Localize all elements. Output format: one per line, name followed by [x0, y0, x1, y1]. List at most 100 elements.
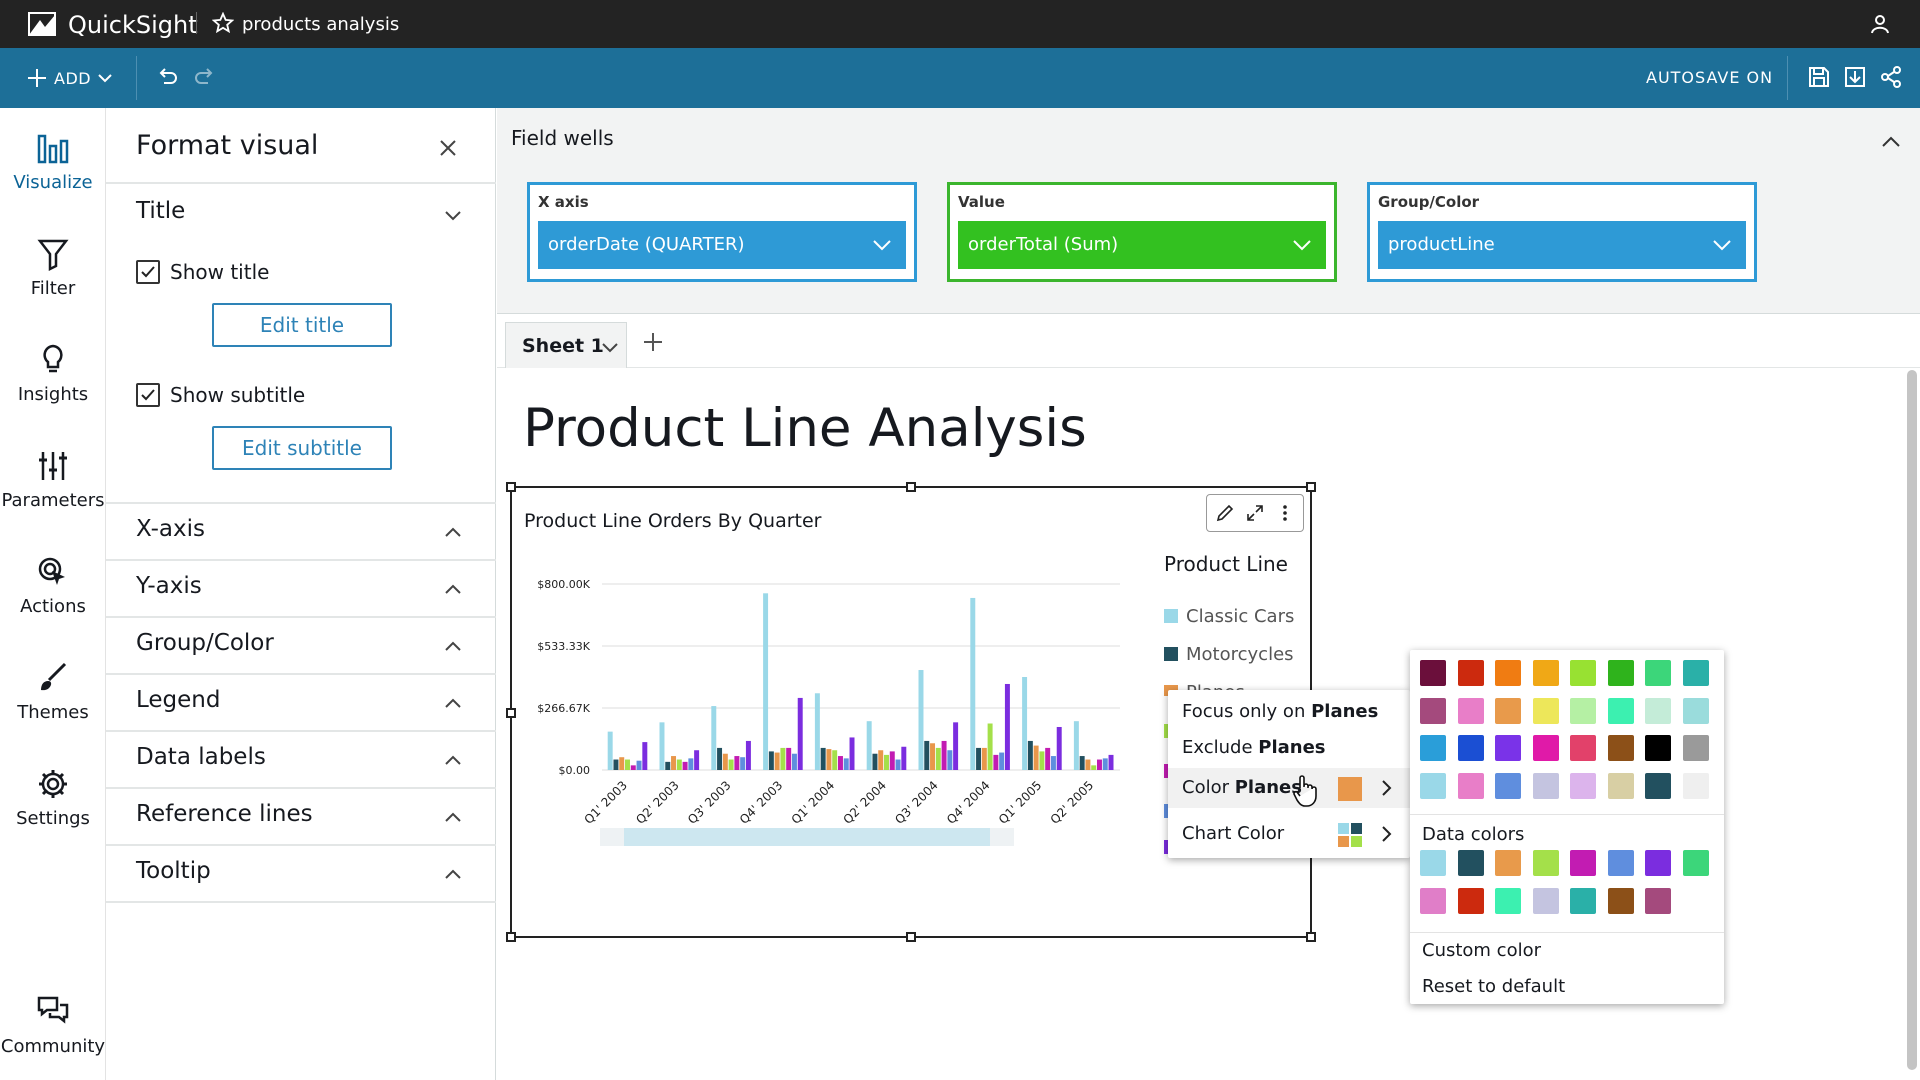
- rail-item-insights[interactable]: Insights: [0, 342, 106, 428]
- resize-handle[interactable]: [506, 482, 516, 492]
- color-swatch[interactable]: [1457, 850, 1484, 876]
- section-reference-lines-header[interactable]: Reference lines: [136, 801, 313, 827]
- chevron-up-icon[interactable]: [1879, 130, 1903, 154]
- color-swatch[interactable]: [1645, 772, 1671, 799]
- focus-only-menu-item[interactable]: Focus only on Planes: [1168, 692, 1410, 732]
- chevron-up-icon[interactable]: [442, 522, 464, 544]
- close-icon[interactable]: [436, 136, 460, 160]
- color-swatch[interactable]: [1420, 697, 1446, 724]
- color-swatch[interactable]: [1682, 697, 1709, 724]
- section-tooltip-header[interactable]: Tooltip: [136, 858, 211, 884]
- color-swatch[interactable]: [1532, 735, 1559, 761]
- more-options-icon[interactable]: [1275, 503, 1295, 523]
- color-swatch[interactable]: [1570, 697, 1596, 724]
- download-icon[interactable]: [1842, 64, 1868, 90]
- add-sheet-icon[interactable]: [641, 330, 665, 354]
- chevron-down-icon[interactable]: [600, 337, 620, 357]
- color-swatch[interactable]: [1607, 697, 1634, 724]
- reset-to-default-option[interactable]: Reset to default: [1422, 976, 1566, 997]
- chevron-up-icon[interactable]: [442, 579, 464, 601]
- rail-item-filter[interactable]: Filter: [0, 236, 106, 322]
- color-swatch[interactable]: [1495, 772, 1521, 799]
- color-swatch[interactable]: [1607, 850, 1634, 876]
- resize-handle[interactable]: [906, 482, 916, 492]
- color-swatch[interactable]: [1420, 888, 1446, 914]
- color-swatch[interactable]: [1570, 772, 1596, 799]
- edit-title-button[interactable]: Edit title: [212, 303, 392, 347]
- group-color-field-pill[interactable]: productLine: [1378, 221, 1746, 269]
- exclude-menu-item[interactable]: Exclude Planes: [1168, 728, 1410, 768]
- pencil-icon[interactable]: [1215, 503, 1235, 523]
- color-swatch[interactable]: [1495, 697, 1521, 724]
- star-icon[interactable]: [212, 12, 234, 34]
- color-swatch[interactable]: [1420, 660, 1446, 686]
- color-swatch[interactable]: [1532, 888, 1559, 914]
- rail-item-parameters[interactable]: Parameters: [0, 448, 106, 534]
- chart-color-menu-item[interactable]: Chart Color: [1168, 814, 1410, 854]
- color-swatch[interactable]: [1607, 772, 1634, 799]
- color-swatch[interactable]: [1682, 850, 1709, 876]
- rail-item-themes[interactable]: Themes: [0, 660, 106, 746]
- rail-item-settings[interactable]: Settings: [0, 766, 106, 852]
- color-swatch[interactable]: [1457, 888, 1484, 914]
- color-swatch[interactable]: [1645, 697, 1671, 724]
- color-swatch[interactable]: [1495, 660, 1521, 686]
- user-icon[interactable]: [1870, 14, 1890, 34]
- color-swatch[interactable]: [1420, 772, 1446, 799]
- color-swatch[interactable]: [1645, 888, 1671, 914]
- color-swatch[interactable]: [1495, 850, 1521, 876]
- show-subtitle-checkbox[interactable]: [136, 383, 160, 407]
- color-swatch[interactable]: [1495, 735, 1521, 761]
- undo-icon[interactable]: [154, 64, 180, 90]
- color-swatch[interactable]: [1532, 850, 1559, 876]
- rail-item-actions[interactable]: Actions: [0, 554, 106, 640]
- color-swatch[interactable]: [1682, 772, 1709, 799]
- color-swatch[interactable]: [1420, 735, 1446, 761]
- color-swatch[interactable]: [1570, 850, 1596, 876]
- rail-item-visualize[interactable]: Visualize: [0, 130, 106, 216]
- color-swatch[interactable]: [1645, 660, 1671, 686]
- section-x-axis-header[interactable]: X-axis: [136, 516, 205, 542]
- color-swatch[interactable]: [1532, 772, 1559, 799]
- legend-item-motorcycles[interactable]: Motorcycles: [1164, 644, 1294, 665]
- rail-item-community[interactable]: Community: [0, 994, 106, 1080]
- color-swatch[interactable]: [1532, 697, 1559, 724]
- color-swatch[interactable]: [1645, 850, 1671, 876]
- color-swatch[interactable]: [1645, 735, 1671, 761]
- x-axis-field-pill[interactable]: orderDate (QUARTER): [538, 221, 906, 269]
- color-swatch[interactable]: [1570, 735, 1596, 761]
- section-group-color-header[interactable]: Group/Color: [136, 630, 274, 656]
- color-swatch[interactable]: [1682, 735, 1709, 761]
- share-icon[interactable]: [1878, 64, 1904, 90]
- resize-handle[interactable]: [1306, 482, 1316, 492]
- chevron-down-icon[interactable]: [442, 204, 464, 226]
- visual-title[interactable]: Product Line Orders By Quarter: [524, 510, 822, 532]
- chevron-up-icon[interactable]: [442, 807, 464, 829]
- color-swatch[interactable]: [1607, 660, 1634, 686]
- section-data-labels-header[interactable]: Data labels: [136, 744, 266, 770]
- document-title[interactable]: products analysis: [242, 14, 400, 35]
- chevron-up-icon[interactable]: [442, 864, 464, 886]
- add-button[interactable]: ADD: [26, 62, 113, 94]
- resize-handle[interactable]: [906, 932, 916, 942]
- chart-scroll-thumb[interactable]: [624, 828, 990, 846]
- legend-item-classic-cars[interactable]: Classic Cars: [1164, 606, 1294, 627]
- section-legend-header[interactable]: Legend: [136, 687, 221, 713]
- resize-handle[interactable]: [506, 932, 516, 942]
- redo-icon[interactable]: [192, 64, 218, 90]
- color-swatch[interactable]: [1532, 660, 1559, 686]
- value-field-pill[interactable]: orderTotal (Sum): [958, 221, 1326, 269]
- autosave-status[interactable]: AUTOSAVE ON: [1646, 68, 1774, 87]
- resize-handle[interactable]: [506, 708, 516, 718]
- save-icon[interactable]: [1806, 64, 1832, 90]
- color-swatch[interactable]: [1682, 660, 1709, 686]
- color-swatch[interactable]: [1570, 660, 1596, 686]
- vertical-scrollbar[interactable]: [1907, 370, 1917, 1070]
- chevron-up-icon[interactable]: [442, 693, 464, 715]
- chevron-up-icon[interactable]: [442, 750, 464, 772]
- color-swatch[interactable]: [1570, 888, 1596, 914]
- show-title-checkbox[interactable]: [136, 260, 160, 284]
- quicksight-logo-icon[interactable]: [28, 12, 56, 36]
- section-y-axis-header[interactable]: Y-axis: [136, 573, 202, 599]
- edit-subtitle-button[interactable]: Edit subtitle: [212, 426, 392, 470]
